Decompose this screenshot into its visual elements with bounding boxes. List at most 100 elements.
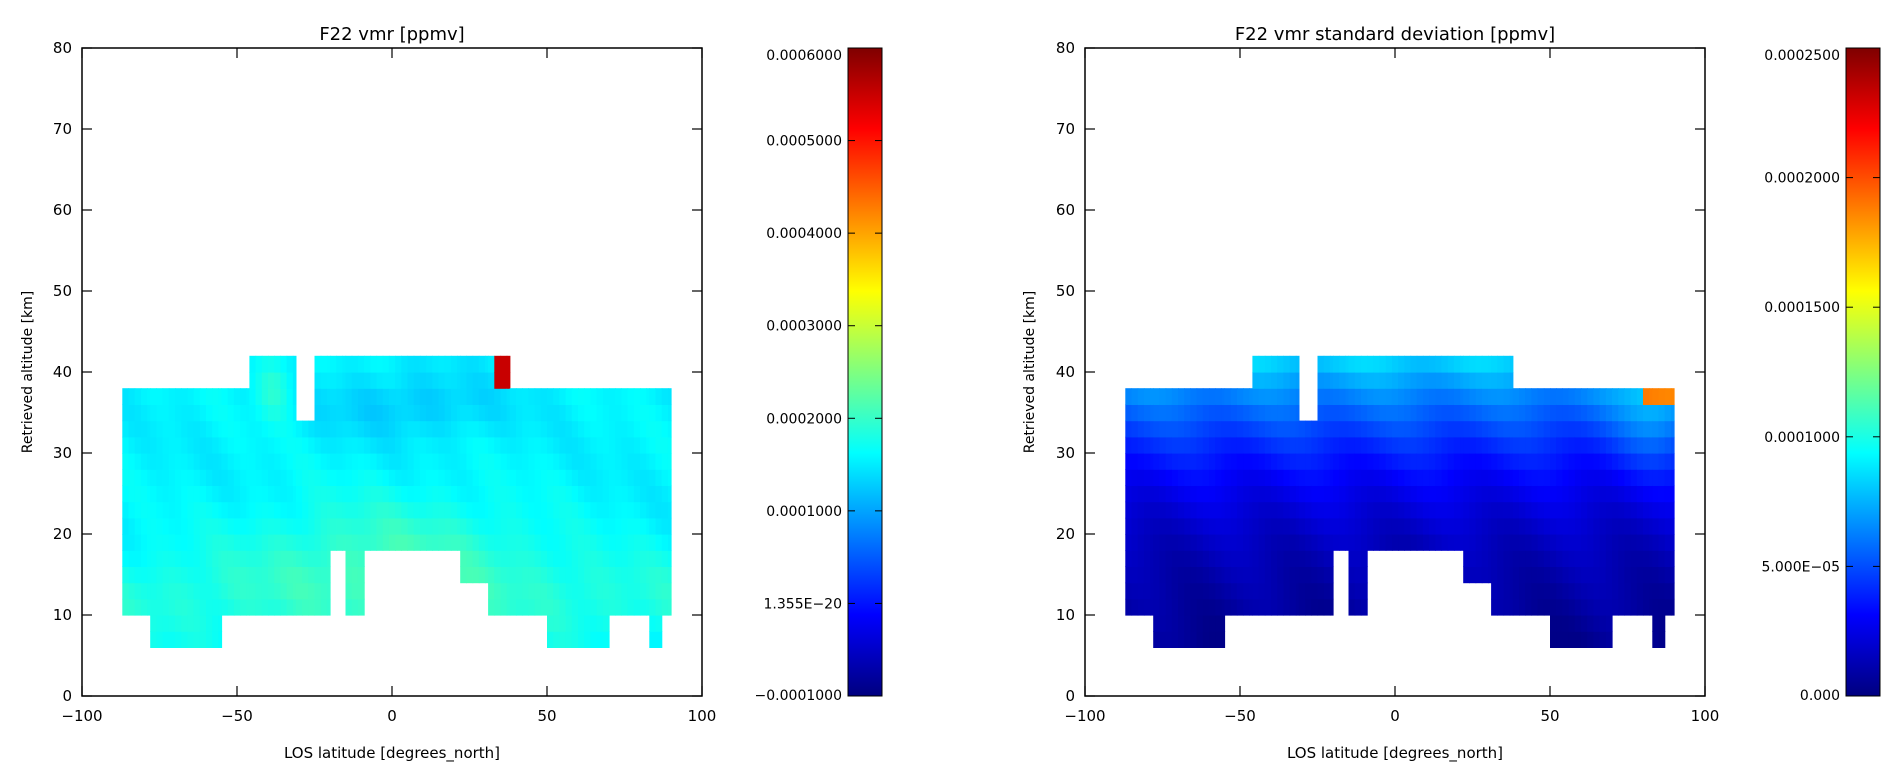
heatmap-cell — [500, 582, 508, 600]
heatmap-cell — [1469, 469, 1477, 486]
heatmap-cell — [426, 469, 433, 486]
heatmap-cell — [357, 436, 365, 454]
heatmap-cell — [1531, 469, 1539, 486]
heatmap-cell — [500, 566, 508, 584]
heatmap-cell — [314, 404, 322, 422]
heatmap-cell — [640, 453, 647, 470]
heatmap-cell — [351, 469, 359, 486]
heatmap-cell — [1636, 582, 1644, 600]
heatmap-cell — [1190, 485, 1198, 503]
heatmap-cell — [1491, 469, 1498, 486]
heatmap-cell — [444, 469, 452, 486]
heatmap-cell — [1354, 501, 1362, 519]
heatmap-cell — [1612, 566, 1619, 584]
heatmap-cell — [584, 598, 591, 616]
heatmap-cell — [1568, 501, 1576, 519]
heatmap-cell — [1587, 485, 1594, 503]
heatmap-cell — [199, 404, 207, 422]
heatmap-cell — [1165, 534, 1173, 551]
heatmap-cell — [1339, 534, 1346, 551]
heatmap-cell — [1373, 404, 1381, 422]
heatmap-cell — [1360, 485, 1368, 503]
heatmap-cell — [596, 582, 604, 600]
heatmap-cell — [1670, 582, 1675, 600]
heatmap-cell — [147, 469, 151, 486]
heatmap-cell — [280, 534, 288, 551]
heatmap-cell — [1658, 420, 1666, 438]
heatmap-cell — [156, 517, 164, 535]
heatmap-cell — [1636, 388, 1644, 405]
heatmap-cell — [494, 404, 502, 422]
heatmap-cell — [1190, 501, 1198, 519]
heatmap-cell — [388, 404, 396, 422]
heatmap-cell — [134, 388, 142, 405]
heatmap-cell — [175, 582, 182, 600]
heatmap-cell — [1153, 550, 1160, 567]
heatmap-cell — [193, 404, 201, 422]
heatmap-cell — [342, 517, 347, 535]
heatmap-cell — [351, 388, 359, 405]
heatmap-cell — [1339, 355, 1346, 373]
heatmap-cell — [246, 388, 250, 405]
heatmap-cell — [1605, 501, 1613, 519]
heatmap-cell — [1258, 404, 1266, 422]
heatmap-cell — [1131, 517, 1139, 535]
heatmap-cell — [1581, 566, 1588, 584]
heatmap-cell — [1153, 534, 1160, 551]
heatmap-cell — [268, 485, 275, 503]
heatmap-cell — [292, 566, 297, 584]
heatmap-cell — [1599, 517, 1607, 535]
heatmap-cell — [426, 485, 433, 503]
heatmap-cell — [1497, 436, 1505, 454]
heatmap-cell — [199, 469, 207, 486]
heatmap-cell — [667, 534, 672, 551]
heatmap-cell — [1252, 517, 1260, 535]
heatmap-cell — [565, 388, 573, 405]
heatmap-cell — [472, 355, 480, 373]
heatmap-cell — [1277, 517, 1284, 535]
heatmap-cell — [633, 485, 641, 503]
heatmap-cell — [1519, 436, 1526, 454]
heatmap-cell — [364, 501, 371, 519]
heatmap-cell — [302, 566, 309, 584]
heatmap-cell — [357, 501, 365, 519]
heatmap-cell — [342, 501, 347, 519]
heatmap-cell — [1491, 388, 1498, 405]
heatmap-cell — [336, 501, 343, 519]
heatmap-cell — [553, 420, 560, 438]
heatmap-cell — [1289, 534, 1297, 551]
heatmap-cell — [1556, 436, 1563, 454]
heatmap-cell — [388, 355, 396, 373]
heatmap-cell — [227, 388, 235, 405]
heatmap-cell — [485, 420, 489, 438]
heatmap-cell — [590, 420, 598, 438]
heatmap-cell — [494, 517, 502, 535]
heatmap-cell — [1497, 469, 1505, 486]
heatmap-cell — [413, 501, 421, 519]
heatmap-cell — [1543, 534, 1551, 551]
heatmap-cell — [1249, 485, 1253, 503]
heatmap-cell — [320, 420, 328, 438]
heatmap-cell — [472, 501, 480, 519]
colorbar-tick-label: 0.0006000 — [766, 48, 842, 64]
heatmap-cell — [1230, 485, 1238, 503]
heatmap-cell — [345, 566, 353, 584]
heatmap-cell — [1488, 517, 1492, 535]
heatmap-cell — [466, 566, 474, 584]
heatmap-cell — [485, 372, 489, 389]
heatmap-cell — [345, 598, 353, 616]
heatmap-cell — [1224, 566, 1232, 584]
heatmap-cell — [1453, 517, 1461, 535]
heatmap-cell — [649, 436, 657, 454]
heatmap-cell — [1323, 388, 1331, 405]
heatmap-cell — [1367, 372, 1374, 389]
heatmap-cell — [1243, 582, 1250, 600]
heatmap-cell — [522, 550, 529, 567]
heatmap-cell — [1348, 534, 1356, 551]
heatmap-cell — [553, 453, 560, 470]
heatmap-cell — [1221, 404, 1226, 422]
heatmap-cell — [1453, 388, 1461, 405]
heatmap-cell — [1670, 420, 1675, 438]
heatmap-cell — [1537, 388, 1545, 405]
heatmap-cell — [401, 388, 409, 405]
